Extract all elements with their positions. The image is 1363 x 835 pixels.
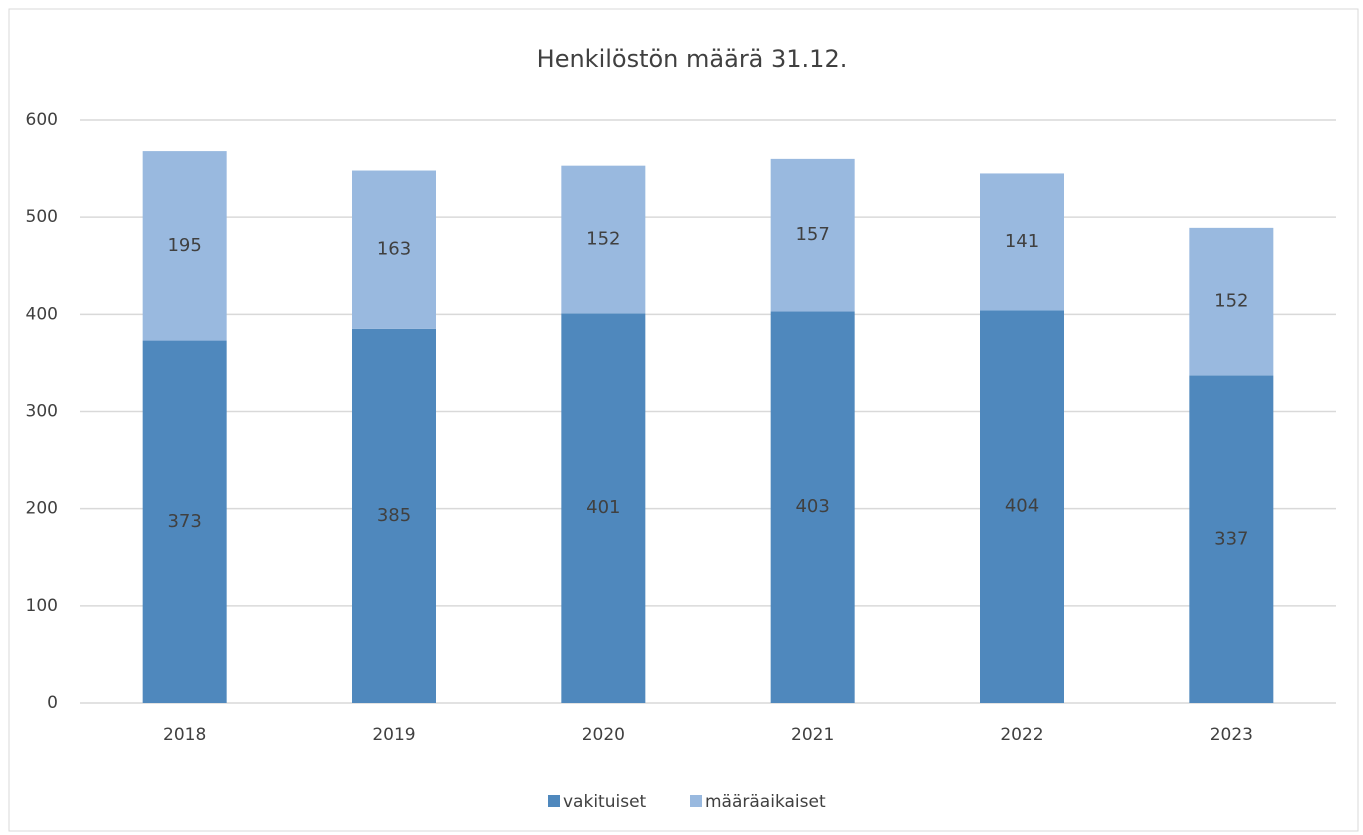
data-label: 195 (167, 235, 201, 256)
data-label: 141 (1005, 231, 1039, 252)
y-tick-label: 600 (26, 110, 58, 130)
data-label: 401 (586, 497, 620, 518)
legend-label: vakituiset (563, 792, 647, 812)
chart-frame (8, 8, 1359, 832)
bar-segment (352, 170, 436, 329)
data-label: 404 (1005, 496, 1039, 517)
bar-segment (770, 311, 855, 703)
y-tick-label: 300 (26, 402, 58, 422)
bar-segment (561, 313, 646, 703)
y-tick-label: 100 (26, 596, 58, 616)
x-tick-label: 2021 (791, 725, 834, 745)
y-tick-label: 0 (47, 693, 58, 713)
legend-label: määräaikaiset (705, 792, 826, 812)
bar-segment (1189, 375, 1274, 703)
y-tick-label: 500 (26, 207, 58, 227)
y-tick-label: 200 (26, 499, 58, 519)
x-tick-label: 2019 (372, 725, 415, 745)
bar-segment (352, 328, 436, 703)
x-tick-label: 2022 (1000, 725, 1043, 745)
data-label: 157 (795, 224, 829, 245)
bar-segment (980, 310, 1064, 703)
bar-segment (1189, 227, 1274, 376)
data-label: 373 (167, 511, 201, 532)
bar-segment (142, 151, 227, 341)
data-label: 403 (795, 496, 829, 517)
x-tick-label: 2018 (163, 725, 206, 745)
bar-segment (980, 173, 1064, 311)
data-label: 152 (586, 229, 620, 250)
bar-segment (142, 340, 227, 703)
x-tick-label: 2020 (582, 725, 625, 745)
data-label: 385 (377, 505, 411, 526)
legend-swatch (690, 795, 702, 807)
chart-title: Henkilöstön määrä 31.12. (537, 45, 848, 73)
x-tick-label: 2023 (1210, 725, 1253, 745)
data-label: 152 (1214, 291, 1248, 312)
legend-swatch (548, 795, 560, 807)
bar-segment (561, 165, 646, 314)
y-tick-label: 400 (26, 304, 58, 324)
data-label: 337 (1214, 528, 1248, 549)
data-label: 163 (377, 239, 411, 260)
bar-segment (770, 158, 855, 312)
